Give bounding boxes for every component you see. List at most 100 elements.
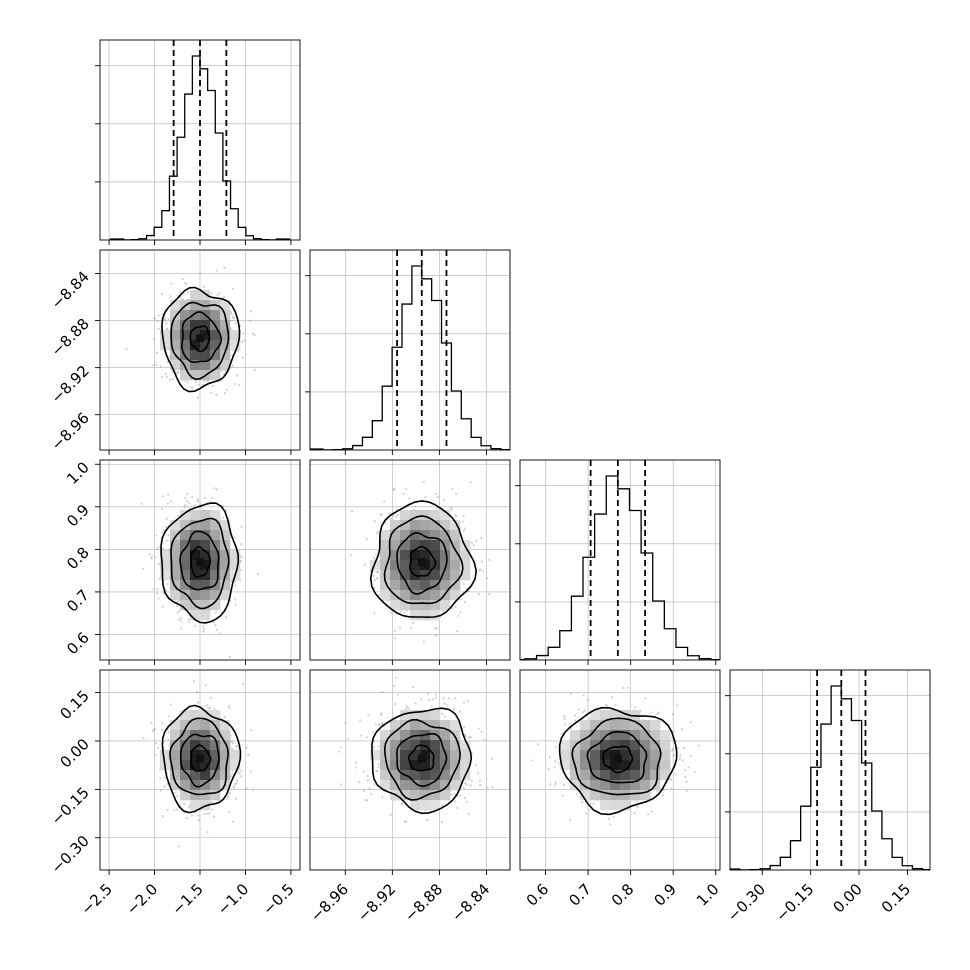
density-cell	[420, 800, 431, 811]
sample-point	[381, 795, 384, 798]
density-cell	[200, 510, 211, 521]
sample-point	[188, 621, 191, 624]
density-cell	[190, 510, 201, 521]
density-cell	[180, 330, 191, 341]
density-cell	[630, 760, 641, 771]
density-cell	[650, 730, 661, 741]
sample-point	[644, 697, 647, 700]
density-cell	[460, 760, 471, 771]
sample-point	[396, 693, 399, 696]
sample-point	[176, 611, 179, 614]
sample-point	[482, 570, 485, 573]
sample-point	[350, 510, 354, 513]
density-cell	[200, 590, 211, 601]
sample-point	[554, 781, 557, 784]
density-cell	[220, 330, 231, 341]
density-cell	[590, 780, 601, 791]
sample-point	[346, 737, 349, 741]
sample-point	[199, 506, 202, 509]
sample-point	[608, 817, 611, 820]
density-cell	[170, 570, 181, 581]
density-cell	[390, 740, 401, 751]
sample-point	[187, 291, 190, 294]
density-cell	[200, 360, 211, 371]
sample-point	[452, 707, 455, 710]
density-cell	[210, 600, 221, 611]
hist-panel-1	[305, 249, 511, 455]
density-cell	[620, 750, 631, 761]
sample-point	[159, 777, 162, 780]
density-cell	[410, 530, 421, 541]
density-cell	[430, 770, 441, 781]
density-cell	[590, 720, 601, 731]
sample-point	[233, 536, 236, 539]
density-cell	[440, 600, 451, 611]
sample-point	[453, 792, 456, 796]
density-cell	[440, 550, 451, 561]
contour-level	[408, 744, 435, 772]
density-cell	[440, 750, 451, 761]
density-cell	[220, 590, 231, 601]
sample-point	[235, 744, 238, 748]
density-cell	[390, 570, 401, 581]
density-cell	[630, 720, 641, 731]
sample-point	[408, 497, 411, 500]
density-cell	[170, 550, 181, 561]
density-cell	[430, 520, 441, 531]
density-cell	[390, 770, 401, 781]
sample-point	[568, 818, 571, 821]
density-cell	[220, 320, 231, 331]
density-cell	[380, 590, 391, 601]
sample-point	[428, 698, 431, 702]
sample-point	[405, 705, 408, 708]
sample-point	[186, 298, 189, 301]
sample-point	[355, 766, 358, 769]
sample-point	[185, 816, 188, 820]
density-cell	[450, 570, 461, 581]
sample-point	[235, 782, 238, 785]
density-cell	[380, 530, 391, 541]
sample-point	[614, 704, 617, 707]
sample-point	[234, 783, 237, 786]
sample-point	[478, 783, 482, 787]
density-cell	[200, 710, 211, 721]
sample-point	[379, 713, 383, 716]
density-cell	[410, 710, 421, 721]
sample-point	[257, 572, 260, 576]
density-cell	[630, 740, 641, 751]
sample-point	[373, 520, 377, 523]
sample-point	[218, 291, 221, 295]
sample-point	[680, 728, 684, 731]
sample-point	[163, 528, 166, 531]
contour-level	[383, 718, 461, 801]
hist-panel-3: −0.30 −0.15 0.00 0.15	[724, 669, 931, 925]
sample-point	[459, 794, 462, 797]
density-cell	[410, 550, 421, 561]
density-cell	[410, 760, 421, 771]
density-cell	[190, 790, 201, 801]
sample-point	[448, 697, 451, 700]
sample-point	[167, 731, 170, 734]
sample-point	[486, 786, 489, 789]
density-cell	[190, 340, 201, 351]
sample-point	[140, 502, 143, 505]
sample-point	[563, 717, 566, 720]
density-cell	[220, 550, 231, 561]
sample-point	[197, 814, 200, 817]
sample-point	[393, 629, 396, 632]
sample-point	[488, 558, 491, 561]
density-cell	[390, 540, 401, 551]
sample-point	[165, 517, 168, 520]
density-cell	[430, 710, 441, 721]
sample-point	[366, 779, 370, 782]
sample-point	[537, 743, 540, 746]
sample-point	[683, 747, 686, 750]
sample-point	[157, 746, 160, 749]
sample-point	[365, 538, 369, 541]
sample-point	[375, 554, 378, 557]
sample-point	[670, 749, 674, 752]
contour-level	[189, 325, 211, 353]
density-cell	[370, 560, 381, 571]
sample-point	[180, 616, 183, 619]
density-cell	[420, 720, 431, 731]
